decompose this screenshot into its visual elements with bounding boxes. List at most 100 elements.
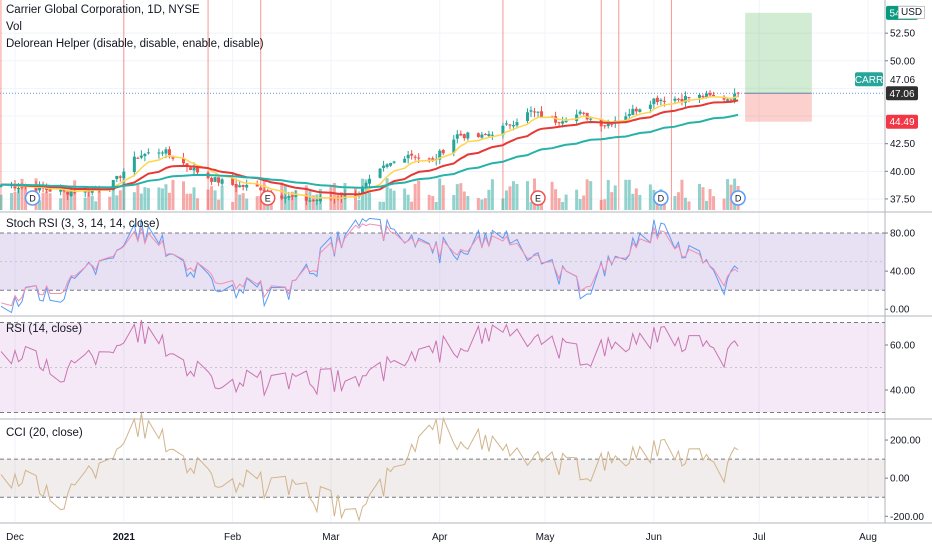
- candle-body: [136, 157, 140, 159]
- candle-body: [234, 183, 238, 188]
- candle-body: [262, 190, 266, 192]
- candle-body: [62, 189, 66, 192]
- current-price-tag-bg: [886, 86, 918, 101]
- volume-bar: [487, 189, 491, 210]
- candle-body: [189, 167, 193, 170]
- volume-bar: [511, 181, 515, 210]
- volume-bar: [582, 195, 586, 210]
- candle-body: [701, 96, 705, 98]
- volume-bar: [638, 194, 642, 210]
- volume-bar: [69, 186, 73, 210]
- rsi-title: RSI (14, close): [6, 323, 83, 335]
- volume-bar: [181, 181, 185, 210]
- stoch-rsi-lines: [0, 217, 739, 314]
- candle-body: [385, 164, 389, 167]
- candle-body: [540, 111, 544, 118]
- volume-bar: [206, 189, 210, 210]
- candle-body: [259, 187, 263, 191]
- axis-tick-label: 200.00: [890, 436, 921, 447]
- event-marker-circle: [530, 190, 546, 206]
- volume-bar: [476, 198, 480, 210]
- volume-bar: [434, 201, 438, 210]
- candle-body: [115, 175, 119, 180]
- candle-body: [368, 178, 372, 184]
- volume-bar: [578, 199, 582, 210]
- volume-bar: [526, 181, 530, 210]
- candle-body: [167, 149, 171, 156]
- time-axis-label: Mar: [322, 532, 340, 543]
- volume-bar: [529, 201, 533, 210]
- candle-body: [389, 162, 393, 166]
- volume-bar: [87, 188, 91, 210]
- time-axis[interactable]: Dec 2021 Feb Mar Apr May Jun Jul Aug: [6, 532, 877, 543]
- cci-band: [0, 459, 885, 498]
- volume-bar: [382, 201, 386, 210]
- volume-bar: [561, 201, 565, 210]
- event-marker-label: D: [735, 194, 742, 204]
- volume-bar: [554, 189, 558, 210]
- rsi-line-path: [0, 319, 739, 397]
- volume-bars: [0, 178, 740, 210]
- volume-bar: [441, 185, 445, 210]
- volume-bar: [108, 196, 112, 210]
- candle-body: [157, 152, 161, 154]
- volume-bar: [73, 180, 77, 210]
- symbol-tag: CARR: [855, 75, 883, 86]
- volume-bar: [648, 184, 652, 210]
- candle-body: [382, 165, 386, 168]
- volume-bar: [490, 179, 494, 210]
- volume-bar: [143, 187, 147, 210]
- volume-bar: [557, 198, 561, 210]
- volume-bar: [122, 179, 126, 210]
- candle-body: [575, 114, 579, 122]
- cci-line: [0, 412, 739, 523]
- axis-tick-label: 37.50: [890, 194, 915, 205]
- candle-body: [139, 155, 143, 158]
- stop-price-tag: 44.49: [889, 117, 914, 128]
- candle-body: [132, 156, 136, 173]
- cci-title: CCI (20, close): [6, 427, 83, 439]
- position-tool[interactable]: [0, 12, 885, 122]
- candle-body: [729, 99, 733, 101]
- candle-body: [238, 185, 242, 188]
- time-axis-label: Apr: [432, 532, 448, 543]
- candle-body: [561, 121, 565, 124]
- volume-bar: [217, 199, 221, 210]
- volume-bar: [603, 199, 607, 210]
- volume-bar: [673, 195, 677, 210]
- volume-bar: [97, 188, 101, 210]
- volume-bar: [118, 190, 122, 210]
- candle-body: [164, 149, 168, 154]
- candle-body: [662, 100, 666, 102]
- stoch-title: Stoch RSI (3, 3, 14, 14, close): [6, 218, 160, 230]
- volume-bar: [136, 184, 140, 210]
- candle-body: [220, 179, 224, 184]
- candle-body: [118, 176, 122, 178]
- stoch-d-line: [0, 223, 739, 307]
- volume-bar: [722, 198, 726, 210]
- volume-bar: [466, 196, 470, 210]
- candle-body: [38, 185, 42, 191]
- candle-body: [378, 168, 382, 178]
- stoch-k-line: [0, 217, 739, 314]
- candle-body: [564, 120, 568, 123]
- candle-body: [59, 189, 63, 192]
- volume-bar: [599, 200, 603, 210]
- event-marker-label: E: [535, 194, 541, 204]
- candle-body: [217, 177, 221, 183]
- price-axes[interactable]: 37.50 40.00 42.50 50.00 52.50 80.00 40.00 0.00 6…: [885, 29, 924, 523]
- volume-bar: [160, 188, 164, 210]
- axis-tick-label: 60.00: [890, 341, 915, 352]
- volume-bar: [336, 192, 340, 210]
- volume-bar: [452, 194, 456, 210]
- candle-body: [511, 125, 515, 127]
- candle-body: [515, 122, 519, 126]
- volume-bar: [631, 193, 635, 210]
- event-marker-e: E: [259, 190, 276, 206]
- candle-body: [308, 200, 312, 202]
- candle-body: [501, 125, 505, 136]
